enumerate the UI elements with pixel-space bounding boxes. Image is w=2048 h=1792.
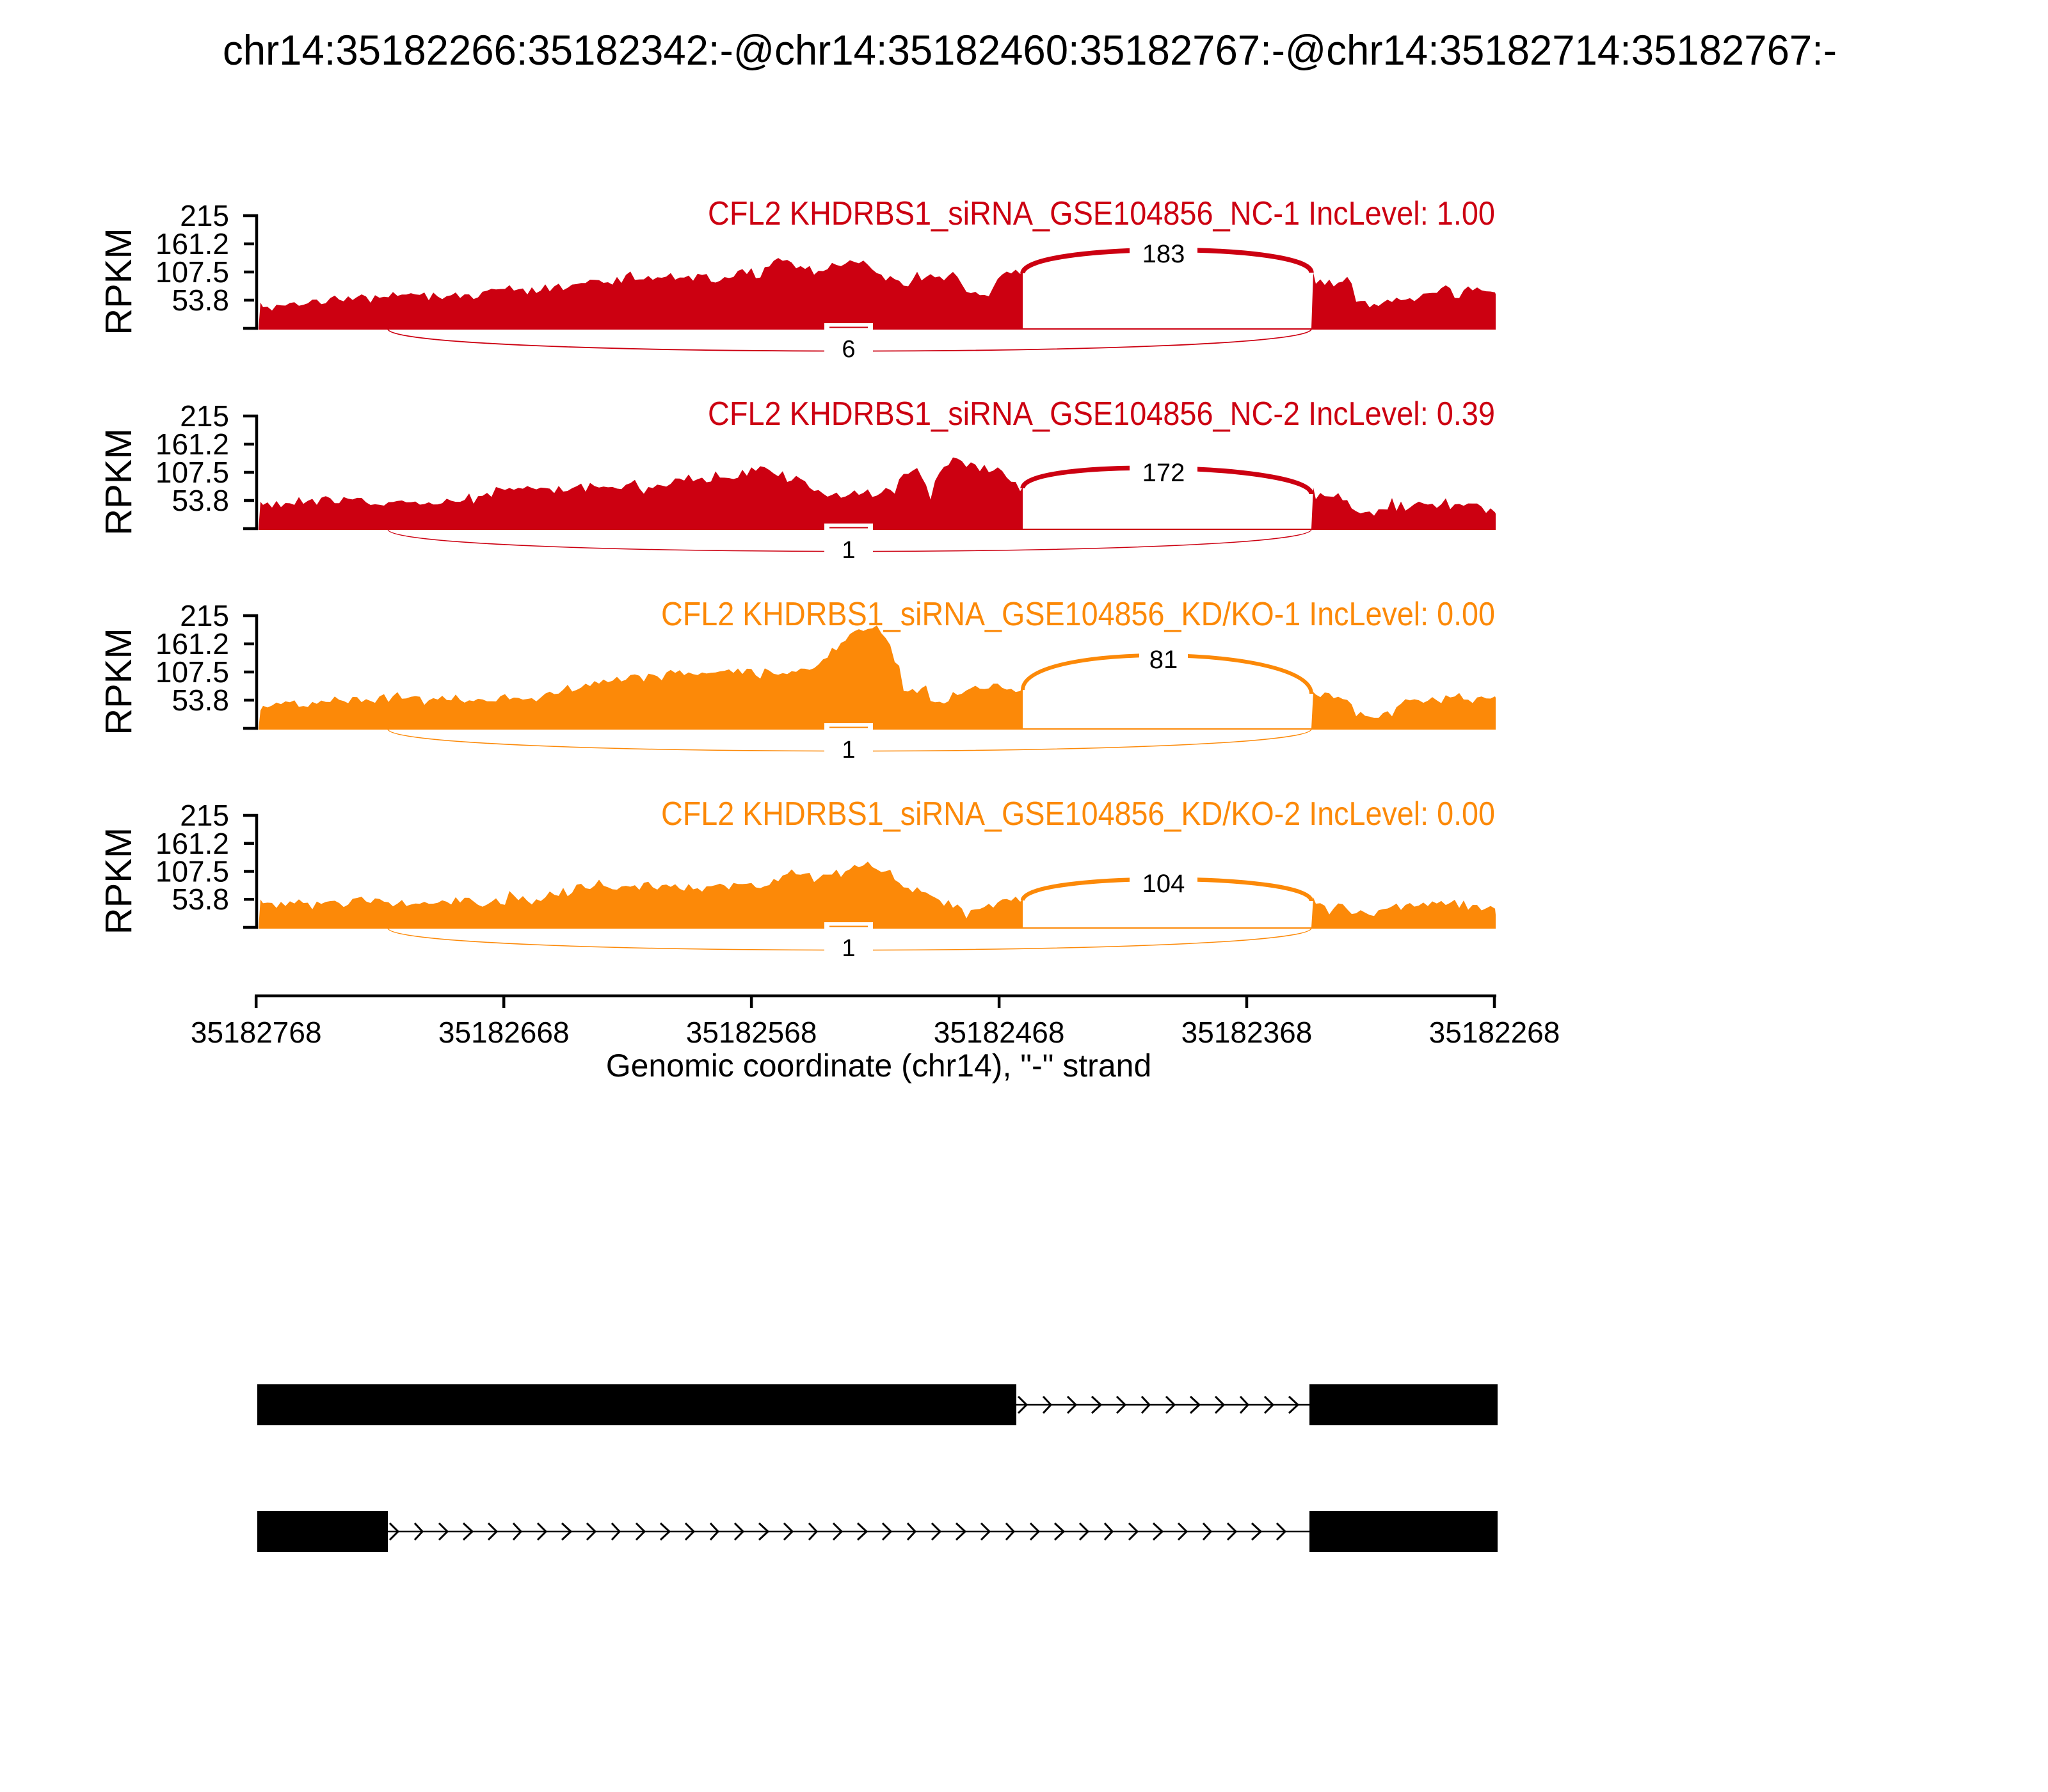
svg-text:107.5: 107.5 [156,255,229,289]
svg-text:161.2: 161.2 [156,827,229,860]
svg-text:104: 104 [1142,870,1185,898]
svg-text:161.2: 161.2 [156,428,229,461]
svg-text:172: 172 [1142,459,1185,487]
svg-text:RPKM: RPKM [98,628,140,735]
svg-text:RPKM: RPKM [98,828,140,935]
svg-text:161.2: 161.2 [156,227,229,260]
svg-text:215: 215 [180,199,229,232]
svg-text:53.8: 53.8 [172,684,229,717]
svg-text:183: 183 [1142,240,1185,268]
svg-text:215: 215 [180,399,229,433]
svg-text:CFL2 KHDRBS1_siRNA_GSE104856_N: CFL2 KHDRBS1_siRNA_GSE104856_NC-2 IncLev… [708,396,1495,433]
svg-text:chr14:35182266:35182342:-@chr1: chr14:35182266:35182342:-@chr14:35182460… [223,26,1837,74]
svg-text:53.8: 53.8 [172,284,229,317]
svg-text:215: 215 [180,799,229,832]
svg-text:CFL2 KHDRBS1_siRNA_GSE104856_K: CFL2 KHDRBS1_siRNA_GSE104856_KD/KO-2 Inc… [661,796,1495,833]
svg-text:35182368: 35182368 [1181,1016,1313,1049]
svg-text:53.8: 53.8 [172,484,229,517]
svg-text:6: 6 [842,336,855,363]
svg-text:35182668: 35182668 [438,1016,570,1049]
svg-text:35182568: 35182568 [686,1016,817,1049]
svg-text:RPKM: RPKM [98,228,140,335]
svg-text:Genomic coordinate (chr14), "-: Genomic coordinate (chr14), "-" strand [606,1048,1152,1084]
svg-text:35182268: 35182268 [1429,1016,1560,1049]
svg-text:CFL2 KHDRBS1_siRNA_GSE104856_K: CFL2 KHDRBS1_siRNA_GSE104856_KD/KO-1 Inc… [661,596,1495,633]
svg-text:35182468: 35182468 [934,1016,1065,1049]
svg-text:RPKM: RPKM [98,428,140,536]
svg-text:81: 81 [1149,646,1178,674]
svg-text:215: 215 [180,599,229,632]
svg-text:107.5: 107.5 [156,855,229,888]
svg-text:1: 1 [842,737,855,764]
svg-text:1: 1 [842,935,855,962]
svg-text:1: 1 [842,537,855,564]
svg-text:CFL2 KHDRBS1_siRNA_GSE104856_N: CFL2 KHDRBS1_siRNA_GSE104856_NC-1 IncLev… [708,195,1495,232]
svg-text:161.2: 161.2 [156,627,229,660]
svg-text:35182768: 35182768 [191,1016,322,1049]
svg-text:53.8: 53.8 [172,883,229,916]
svg-text:107.5: 107.5 [156,655,229,689]
svg-text:107.5: 107.5 [156,456,229,489]
